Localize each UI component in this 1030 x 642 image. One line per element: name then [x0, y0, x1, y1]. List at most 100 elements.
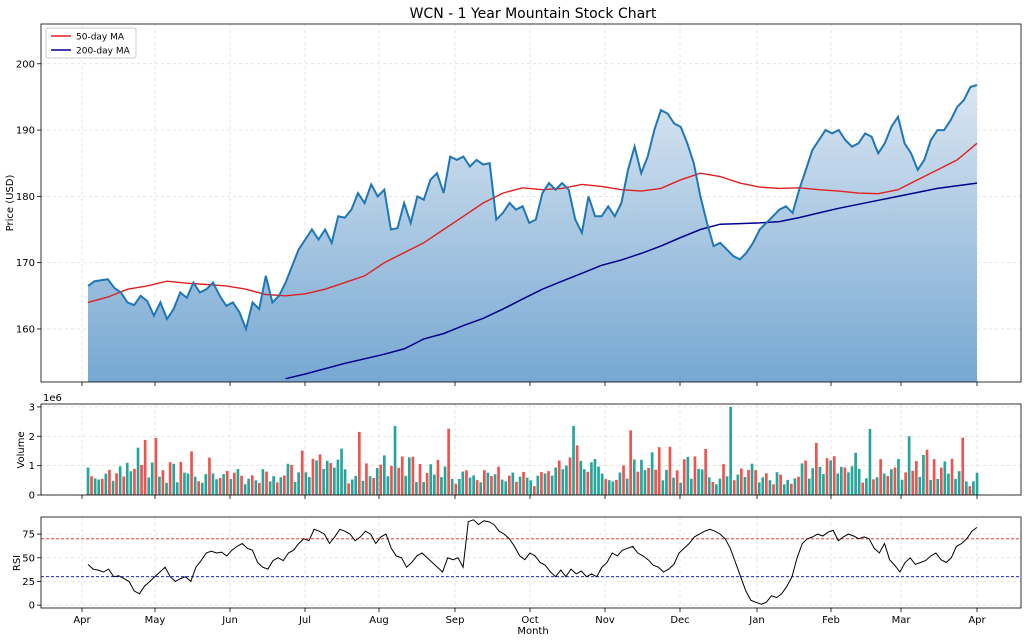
- x-tick-label: Jul: [298, 615, 311, 626]
- volume-bar: [100, 478, 104, 495]
- price-area-fill: [88, 85, 977, 382]
- volume-bar: [211, 473, 215, 495]
- x-tick-label: Apr: [73, 615, 91, 626]
- volume-bar: [861, 482, 865, 495]
- volume-bar: [975, 472, 979, 495]
- volume-bar: [732, 480, 736, 495]
- volume-bar: [736, 474, 740, 495]
- volume-bar: [836, 473, 840, 495]
- volume-bar: [86, 467, 90, 495]
- volume-bar: [940, 467, 943, 495]
- volume-bar: [550, 475, 554, 495]
- volume-bar: [218, 478, 222, 495]
- volume-bar: [161, 470, 165, 495]
- volume-bar: [272, 476, 275, 495]
- volume-bar: [533, 486, 536, 495]
- volume-bar: [561, 469, 565, 495]
- volume-bar: [529, 480, 533, 495]
- volume-bar: [832, 456, 836, 495]
- volume-bar: [518, 476, 522, 495]
- volume-bar: [104, 473, 108, 495]
- volume-bar: [368, 476, 372, 495]
- volume-bar: [590, 462, 593, 495]
- volume-bar: [743, 477, 747, 495]
- volume-bar: [222, 474, 225, 495]
- volume-bar: [657, 447, 661, 495]
- volume-bar: [158, 476, 161, 495]
- volume-bar: [197, 481, 200, 495]
- volume-bar: [93, 478, 97, 495]
- volume-bar: [140, 464, 143, 495]
- x-tick-label: Feb: [822, 615, 840, 626]
- volume-bar: [607, 480, 611, 495]
- volume-bar: [679, 482, 682, 495]
- volume-bar: [483, 470, 486, 495]
- volume-bar: [525, 477, 529, 495]
- volume-bar: [168, 462, 172, 495]
- volume-bar: [965, 481, 968, 495]
- volume-bar: [865, 478, 868, 495]
- volume-bar: [922, 455, 925, 495]
- volume-bar: [543, 473, 547, 495]
- volume-bar: [932, 459, 936, 495]
- volume-bar: [500, 479, 504, 495]
- volume-bar: [536, 475, 540, 495]
- volume-bar: [604, 479, 608, 495]
- volume-bar: [329, 463, 333, 495]
- rsi-y-ticks: 0 25 50 75: [22, 530, 41, 612]
- volume-bar: [375, 468, 379, 495]
- volume-bar: [586, 471, 590, 495]
- volume-bar: [797, 476, 800, 495]
- volume-y-ticks: 0 1 2 3: [29, 402, 41, 502]
- volume-scale-label: 1e6: [43, 393, 62, 404]
- volume-bar: [118, 466, 122, 495]
- volume-bar: [511, 472, 515, 495]
- volume-bar: [647, 467, 650, 495]
- volume-bar: [697, 468, 700, 495]
- volume-bar: [190, 451, 193, 495]
- volume-bar: [136, 447, 140, 495]
- volume-bar: [747, 469, 750, 495]
- volume-bar: [554, 467, 558, 495]
- volume-bar: [175, 482, 179, 495]
- volume-bar: [165, 482, 168, 495]
- volume-bar: [950, 458, 954, 495]
- volume-bar: [468, 477, 472, 495]
- volume-bar: [854, 452, 857, 495]
- legend-label-ma200: 200-day MA: [76, 47, 131, 57]
- volume-bar: [297, 472, 300, 495]
- volume-bar: [436, 459, 440, 495]
- volume-bar: [943, 461, 947, 495]
- volume-bar: [472, 475, 475, 495]
- volume-bar: [443, 466, 447, 495]
- volume-bar: [804, 460, 807, 495]
- x-tick-label: Dec: [670, 615, 689, 626]
- volume-bar: [508, 475, 511, 495]
- volume-bar: [383, 455, 386, 495]
- volume-bar: [379, 464, 383, 495]
- volume-bar: [618, 472, 622, 495]
- volume-bar: [475, 480, 479, 495]
- volume-bar: [440, 477, 443, 495]
- legend-label-ma50: 50-day MA: [76, 33, 125, 43]
- volume-bar: [347, 483, 350, 495]
- volume-bar: [393, 426, 397, 495]
- rsi-line: [87, 519, 978, 605]
- volume-bar: [229, 479, 233, 495]
- volume-bar: [422, 482, 425, 495]
- volume-bar: [336, 459, 340, 495]
- volume-bar: [907, 436, 911, 495]
- volume-bar: [557, 460, 561, 495]
- volume-bar: [486, 472, 490, 495]
- volume-bar: [254, 480, 258, 495]
- volume-bar: [450, 478, 454, 495]
- volume-bar: [786, 479, 790, 495]
- volume-bar: [811, 468, 815, 495]
- volume-bar: [915, 461, 918, 495]
- volume-bar: [358, 431, 361, 495]
- x-tick-label: Aug: [369, 615, 389, 626]
- volume-bar: [704, 449, 707, 495]
- volume-bar: [133, 468, 136, 495]
- volume-bar: [768, 480, 772, 495]
